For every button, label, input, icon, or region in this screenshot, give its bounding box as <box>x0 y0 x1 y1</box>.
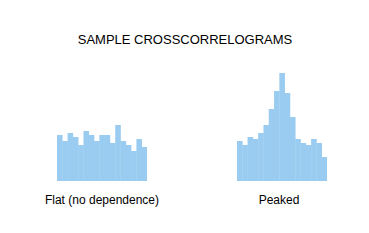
bar <box>126 145 132 181</box>
bar <box>306 145 312 181</box>
bar <box>99 135 105 181</box>
x-axis-label: Flat (no dependence) <box>45 193 159 207</box>
bar <box>237 141 243 181</box>
title: SAMPLE CROSSCORRELOGRAMS <box>78 32 293 47</box>
bar <box>105 135 111 181</box>
bar <box>57 135 63 181</box>
bar <box>83 131 89 181</box>
bar <box>301 143 307 181</box>
bar <box>263 125 269 181</box>
bar <box>62 141 68 181</box>
bar <box>274 91 280 181</box>
bar <box>290 117 296 181</box>
bar <box>295 139 301 181</box>
bar <box>279 73 285 181</box>
bar <box>285 93 291 181</box>
bar <box>121 141 127 181</box>
bar <box>258 133 264 181</box>
bar <box>115 125 121 181</box>
bar <box>73 137 79 181</box>
bar <box>316 143 322 181</box>
bar <box>322 157 327 181</box>
bar <box>78 145 84 181</box>
bar <box>68 133 74 181</box>
plot-area <box>57 125 147 181</box>
bar <box>110 143 116 181</box>
bar <box>248 137 254 181</box>
bar <box>136 139 142 181</box>
bar <box>253 139 259 181</box>
bar <box>142 147 147 181</box>
bar <box>94 141 100 181</box>
bar <box>89 135 95 181</box>
bar <box>131 151 137 181</box>
bar <box>242 145 248 181</box>
bar <box>311 139 317 181</box>
bar <box>269 109 275 181</box>
x-axis-label: Peaked <box>259 193 300 207</box>
chart-canvas: SAMPLE CROSSCORRELOGRAMS Flat (no depende… <box>0 0 369 233</box>
plot-area <box>237 73 327 181</box>
